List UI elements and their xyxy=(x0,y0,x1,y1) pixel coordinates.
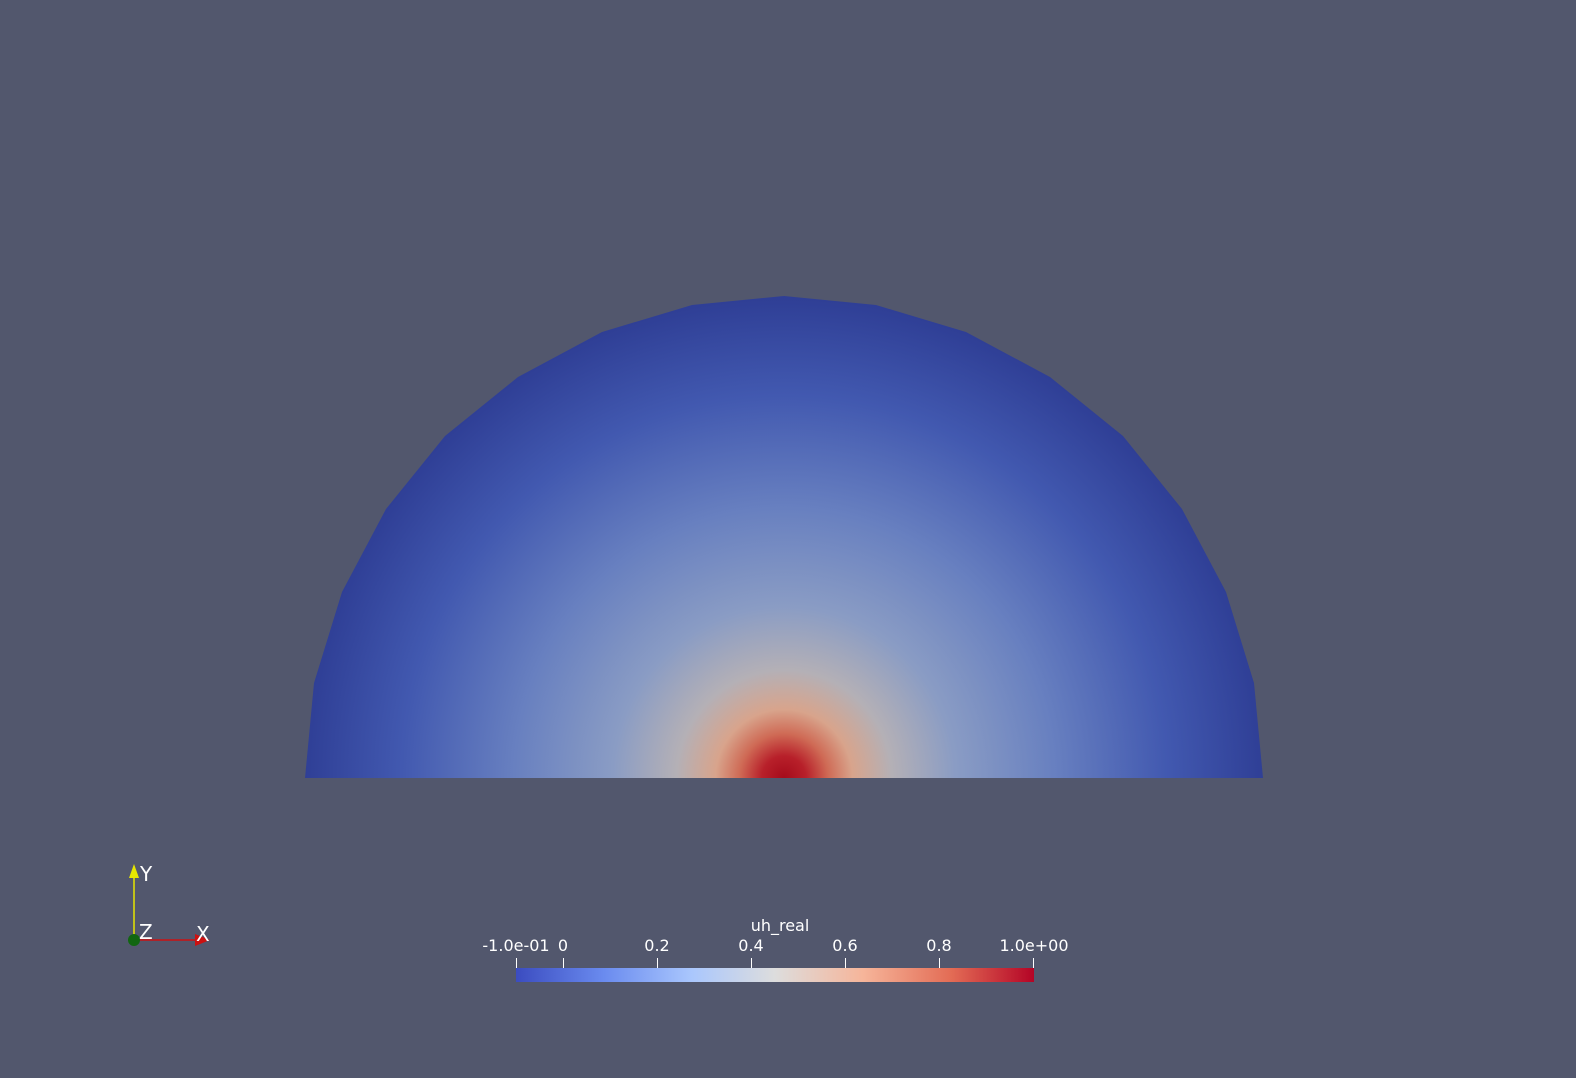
tick-label: 0.6 xyxy=(832,936,858,955)
tick-mark xyxy=(1033,958,1034,969)
y-axis-arrow-icon xyxy=(129,864,139,878)
tick-mark xyxy=(751,958,752,969)
tick-mark xyxy=(657,958,658,969)
tick-label: 0.8 xyxy=(926,936,952,955)
tick-label: -1.0e-01 xyxy=(482,936,550,955)
semicircle-mesh[interactable] xyxy=(305,296,1263,778)
tick-label: 0.2 xyxy=(644,936,670,955)
x-axis-arrow-icon xyxy=(195,934,210,946)
tick-mark xyxy=(516,958,517,969)
tick-label: 0.4 xyxy=(738,936,764,955)
z-axis-label: Z xyxy=(139,920,153,944)
colorbar-gradient xyxy=(516,968,1034,982)
orientation-axes-widget xyxy=(128,864,210,946)
z-axis-dot-icon xyxy=(128,934,140,946)
tick-label: 0 xyxy=(557,936,569,955)
tick-label: 1.0e+00 xyxy=(999,936,1069,955)
x-axis-label: X xyxy=(196,922,210,946)
scalar-bar-title: uh_real xyxy=(750,916,810,935)
tick-mark xyxy=(563,958,564,969)
tick-mark xyxy=(939,958,940,969)
y-axis-label: Y xyxy=(140,862,153,886)
tick-mark xyxy=(845,958,846,969)
